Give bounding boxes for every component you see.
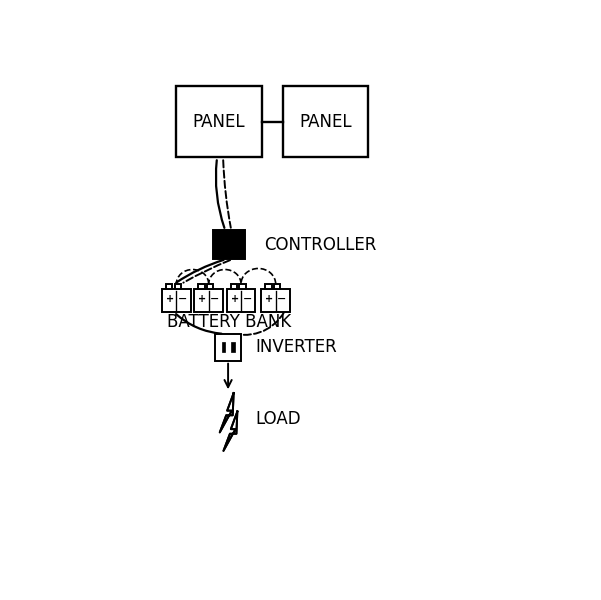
Bar bbox=[162, 289, 191, 312]
Text: LOAD: LOAD bbox=[255, 409, 300, 427]
Text: +: + bbox=[265, 295, 273, 304]
Text: −: − bbox=[210, 293, 220, 304]
Bar bbox=[194, 289, 223, 312]
Polygon shape bbox=[224, 412, 237, 451]
Bar bbox=[176, 86, 262, 157]
Bar bbox=[213, 230, 245, 259]
Bar bbox=[239, 284, 246, 289]
Text: −: − bbox=[178, 293, 188, 304]
Bar bbox=[175, 284, 181, 289]
Bar bbox=[231, 342, 234, 352]
Text: −: − bbox=[243, 293, 252, 304]
Text: +: + bbox=[231, 295, 239, 304]
Bar bbox=[207, 284, 213, 289]
Text: CONTROLLER: CONTROLLER bbox=[264, 236, 376, 254]
Text: −: − bbox=[277, 293, 287, 304]
Bar bbox=[231, 284, 237, 289]
Text: BATTERY BANK: BATTERY BANK bbox=[167, 313, 291, 331]
Polygon shape bbox=[220, 393, 234, 433]
Text: +: + bbox=[198, 295, 206, 304]
Bar bbox=[166, 284, 172, 289]
Text: +: + bbox=[166, 295, 174, 304]
Text: PANEL: PANEL bbox=[193, 113, 245, 131]
Bar bbox=[282, 86, 368, 157]
Bar bbox=[215, 334, 242, 361]
Text: PANEL: PANEL bbox=[299, 113, 352, 131]
Bar bbox=[227, 289, 255, 312]
Bar bbox=[261, 289, 290, 312]
Bar bbox=[198, 284, 205, 289]
Bar bbox=[266, 284, 272, 289]
Bar bbox=[222, 342, 225, 352]
Bar bbox=[274, 284, 280, 289]
Text: INVERTER: INVERTER bbox=[255, 338, 337, 356]
